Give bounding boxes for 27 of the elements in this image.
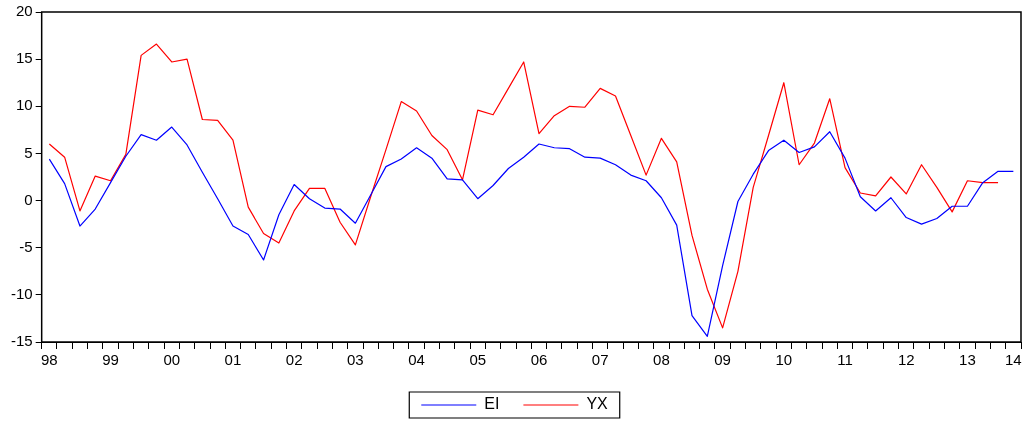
x-tick-label: 08 bbox=[653, 351, 670, 369]
legend-label: EI bbox=[484, 395, 500, 413]
x-tick-label: 12 bbox=[897, 351, 915, 369]
x-tick-label: 09 bbox=[714, 351, 731, 369]
x-tick-label: 07 bbox=[591, 351, 609, 369]
y-tick-label: 15 bbox=[15, 49, 33, 67]
x-tick-label: 06 bbox=[530, 351, 548, 369]
x-tick-label: 03 bbox=[347, 351, 364, 369]
x-tick-label: 11 bbox=[837, 351, 853, 369]
x-tick-label: 10 bbox=[775, 351, 793, 369]
x-tick-label: 01 bbox=[224, 351, 242, 369]
x-tick-label: 99 bbox=[102, 351, 119, 369]
x-tick-label: 04 bbox=[408, 351, 425, 369]
x-tick-label: 02 bbox=[285, 351, 303, 369]
x-tick-label: 00 bbox=[163, 351, 181, 369]
y-tick-label: 20 bbox=[15, 2, 33, 20]
y-tick-label: 0 bbox=[24, 190, 33, 208]
x-tick-label: 05 bbox=[469, 351, 487, 369]
x-tick-label: 14 bbox=[1005, 351, 1022, 369]
y-tick-label: 5 bbox=[24, 143, 33, 161]
x-tick-label: 98 bbox=[40, 351, 58, 369]
y-tick-label: -5 bbox=[19, 237, 33, 255]
y-tick-label: -15 bbox=[10, 332, 33, 350]
y-tick-label: 10 bbox=[15, 96, 33, 114]
x-tick-label: 13 bbox=[959, 351, 976, 369]
legend-label: YX bbox=[586, 395, 609, 413]
y-tick-label: -10 bbox=[10, 285, 33, 302]
